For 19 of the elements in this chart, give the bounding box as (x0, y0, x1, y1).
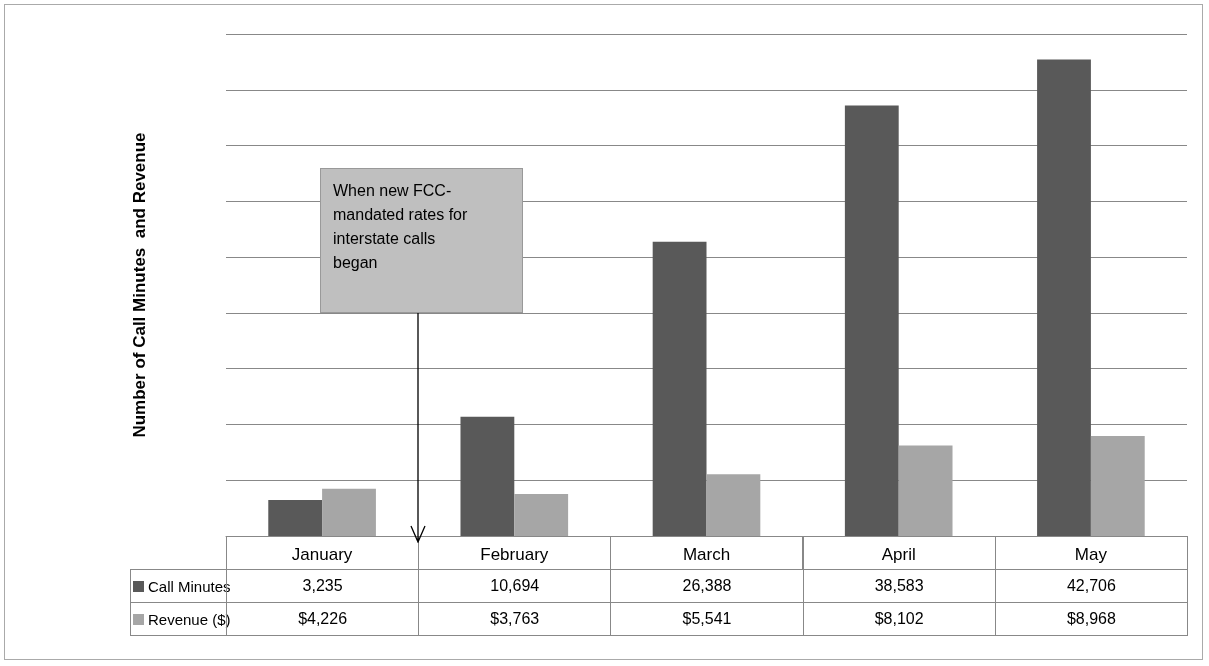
x-tick-label: May (1074, 545, 1108, 564)
data-label: $5,541 (682, 610, 732, 628)
x-tick-label: March (682, 545, 731, 564)
data-label: $8,102 (874, 610, 924, 628)
data-label: 38,583 (874, 577, 924, 595)
y-axis-title: Number of Call Minutes and Revenue (130, 132, 150, 438)
data-label: 26,388 (682, 577, 732, 595)
x-tick-label: January (291, 545, 353, 564)
callout-box: When new FCC-mandated rates for interstate calls began (320, 168, 523, 313)
legend-label: Revenue ($) (147, 610, 231, 628)
data-label: $3,763 (490, 610, 540, 628)
x-tick-label: February (480, 545, 549, 564)
x-tick-label: April (881, 545, 916, 564)
data-label: $8,968 (1066, 610, 1116, 628)
legend-label: Call Minutes (147, 577, 231, 595)
data-label: 10,694 (490, 577, 540, 595)
data-label: 3,235 (302, 577, 343, 595)
data-label: $4,226 (298, 610, 348, 628)
data-label: 42,706 (1066, 577, 1116, 595)
